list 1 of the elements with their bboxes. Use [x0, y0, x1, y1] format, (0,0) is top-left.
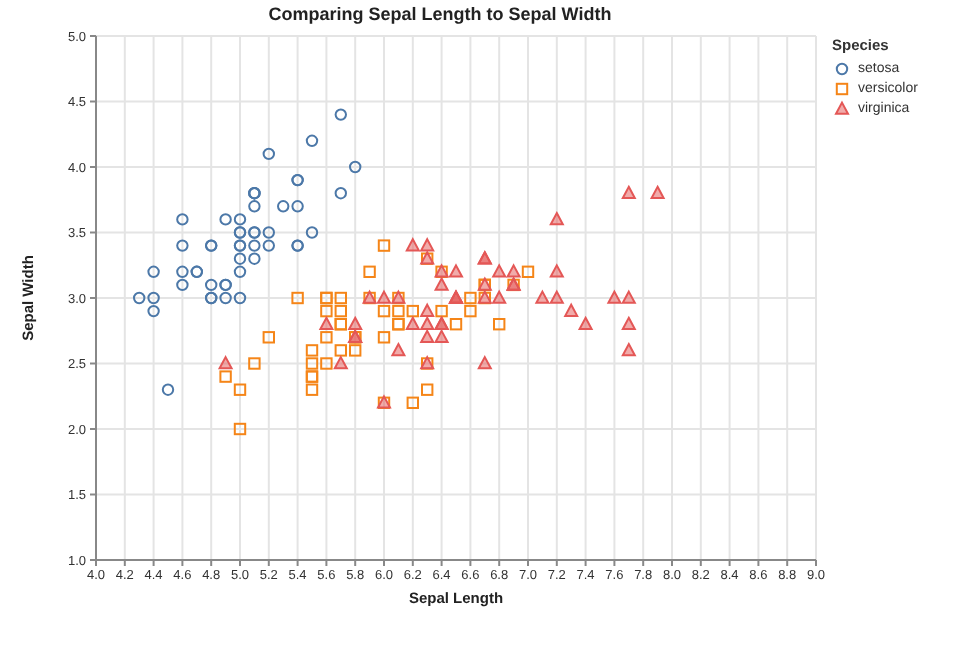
chart-title: Comparing Sepal Length to Sepal Width	[266, 4, 614, 28]
